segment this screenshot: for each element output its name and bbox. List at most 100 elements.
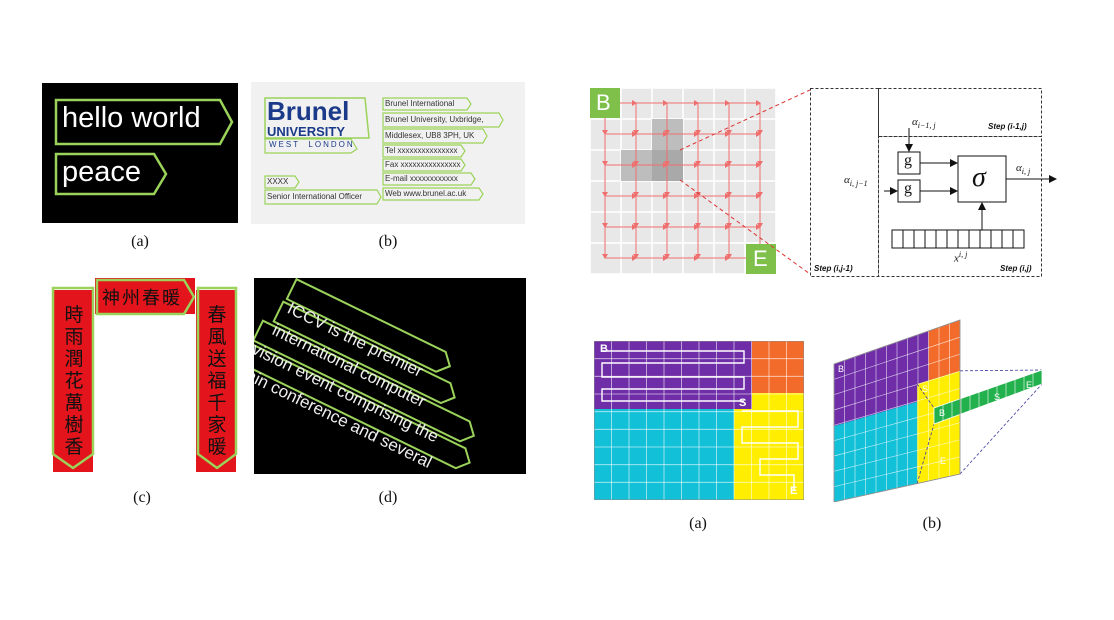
field-name: XXXX	[267, 177, 289, 186]
scan-arrowhead	[602, 223, 608, 228]
scan-arrowhead	[663, 162, 668, 168]
scan-arrowhead	[756, 100, 761, 106]
scan-arrowhead	[695, 130, 701, 135]
sigma-box	[957, 155, 1007, 203]
cell-line	[833, 422, 961, 457]
scan-arrowhead	[756, 131, 761, 137]
scan-arrowhead	[695, 223, 701, 228]
word-hello-world: hello world	[62, 102, 201, 134]
sigma-label: σ	[972, 162, 986, 193]
colored-grid-b: B S E B S E	[830, 316, 1050, 502]
scan-arrowhead	[664, 254, 670, 259]
iccv-overlay	[254, 278, 476, 470]
scan-arrowhead	[632, 224, 637, 230]
vector-cell	[935, 229, 948, 249]
scan-arrowhead	[602, 192, 608, 197]
scan-arrowhead	[663, 131, 668, 137]
scan-arrowhead	[695, 192, 701, 197]
caption-b-left: (b)	[378, 233, 398, 250]
scan-arrowhead	[664, 161, 670, 166]
scan-arrowhead	[602, 254, 608, 259]
scan-path-yellow	[741, 410, 799, 491]
scan-arrowhead	[726, 192, 732, 197]
step-current-label: Step (i,j)	[1000, 264, 1032, 273]
card-drawing	[264, 97, 504, 205]
cell-line	[833, 336, 961, 380]
grid-a-E: E	[790, 485, 798, 497]
caption-d-left: (d)	[378, 489, 398, 506]
couplet-top: 神州春暖	[102, 288, 182, 309]
scan-arrowhead	[725, 100, 730, 106]
right-scroll	[196, 290, 236, 472]
grid-label-B-text: B	[596, 90, 611, 115]
current-box	[878, 136, 1042, 277]
scan-arrowhead	[757, 223, 763, 228]
input-vector	[891, 229, 1025, 249]
grid-b-B: B	[838, 364, 845, 374]
scan-arrowhead	[664, 223, 670, 228]
field-title: Senior International Officer	[267, 192, 363, 201]
couplet-right-column: 春 風 送 福 千 家 暖	[207, 304, 227, 458]
scan-arrowhead	[632, 255, 637, 261]
scan-arrowhead	[633, 254, 639, 259]
couplet-left-column: 時 雨 潤 花 萬 樹 香	[64, 304, 84, 458]
vector-cell	[913, 229, 926, 249]
region-purple	[834, 331, 929, 427]
vector-cell	[946, 229, 959, 249]
scan-arrowhead	[725, 193, 730, 199]
left-scroll	[53, 290, 93, 472]
alpha-out-label: αi, j	[1016, 162, 1031, 177]
strip-E: E	[1026, 380, 1033, 390]
scan-arrowhead	[663, 193, 668, 199]
field-line-2: Brunel University, Uxbridge,	[385, 115, 484, 124]
scan-arrowhead	[632, 131, 637, 137]
input-x-label: xi, j	[954, 250, 968, 265]
grid-label-E-text: E	[753, 246, 768, 271]
field-line-4: Tel xxxxxxxxxxxxxxx	[385, 146, 458, 155]
lstm-cell-panel: Step (i-1,j) Step (i,j-1) Step (i,j) g g…	[810, 88, 1070, 278]
vector-cell	[891, 229, 904, 249]
scan-arrowhead	[725, 255, 730, 261]
panel-d-iccv-text: ICCV is the premier international comput…	[254, 278, 526, 474]
projection-line	[916, 423, 935, 484]
scan-arrowhead	[633, 192, 639, 197]
logo-outline	[264, 97, 370, 139]
scan-arrowhead	[725, 224, 730, 230]
scan-arrowhead	[694, 131, 699, 137]
logo-brunel: Brunel	[267, 96, 350, 126]
grid-scan-panel: B E	[590, 88, 776, 274]
scan-arrowhead	[694, 162, 699, 168]
field-line-1: Brunel International	[385, 99, 455, 108]
arrow-box-hello-world	[54, 98, 234, 146]
scan-arrowhead	[602, 130, 608, 135]
scan-arrowhead	[756, 224, 761, 230]
scan-arrowhead	[663, 100, 668, 106]
scan-arrowhead	[757, 130, 763, 135]
scan-arrowhead	[726, 223, 732, 228]
scan-arrowhead	[602, 161, 608, 166]
arrow-box-peace	[54, 152, 168, 196]
scan-arrowhead	[695, 254, 701, 259]
colored-grid-b-drawing	[833, 319, 1043, 502]
scan-arrowhead	[633, 130, 639, 135]
scan-arrowhead	[694, 100, 699, 106]
grid-border	[833, 319, 961, 502]
scan-arrowhead	[632, 162, 637, 168]
scan-arrowhead	[725, 162, 730, 168]
grid-a-S: S	[739, 397, 747, 409]
scan-arrowhead	[756, 162, 761, 168]
projection-line	[959, 369, 1043, 372]
cell-line	[833, 370, 961, 411]
cell-line	[833, 353, 961, 395]
scan-arrowhead	[694, 224, 699, 230]
cell-line	[833, 456, 961, 488]
vector-cell	[990, 229, 1003, 249]
step-prev-row-label: Step (i,j-1)	[814, 264, 853, 273]
region-orange	[752, 341, 804, 393]
grid-b-S: S	[922, 384, 929, 394]
scan-arrowhead	[664, 192, 670, 197]
region-purple	[594, 341, 752, 409]
couplet-drawing	[51, 278, 238, 472]
caption-a-left: (a)	[131, 233, 149, 250]
grid-a-B: B	[600, 343, 608, 355]
